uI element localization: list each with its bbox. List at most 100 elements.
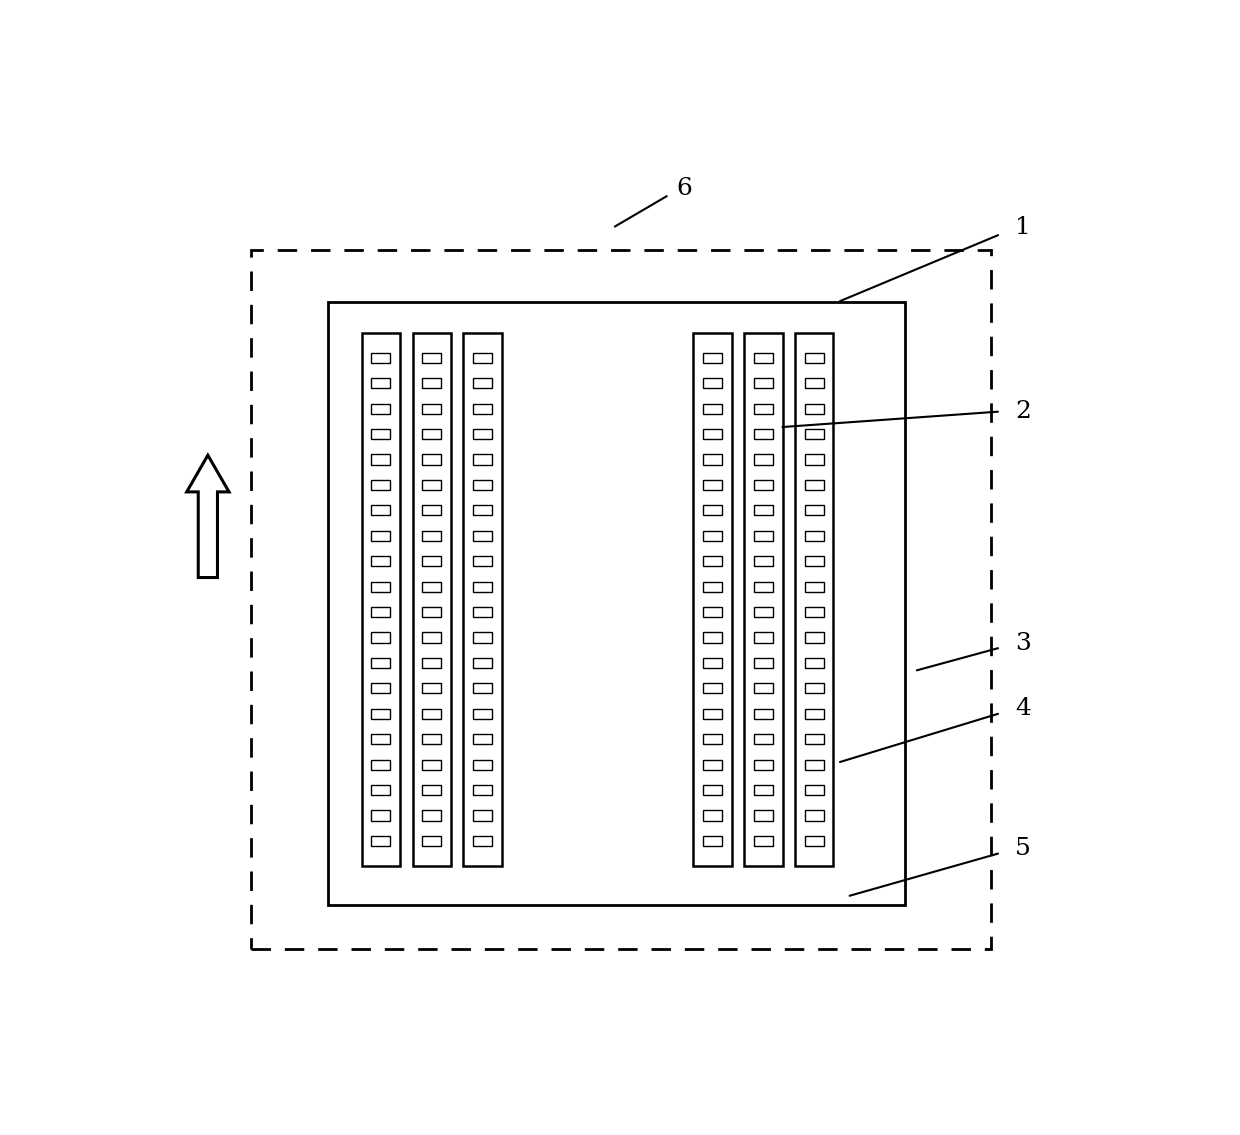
FancyBboxPatch shape (371, 531, 391, 541)
FancyBboxPatch shape (422, 378, 441, 388)
FancyBboxPatch shape (422, 708, 441, 718)
FancyBboxPatch shape (474, 835, 492, 846)
FancyBboxPatch shape (371, 556, 391, 566)
FancyBboxPatch shape (754, 708, 773, 718)
FancyBboxPatch shape (703, 810, 722, 821)
Text: 6: 6 (677, 177, 693, 200)
FancyBboxPatch shape (474, 658, 492, 669)
FancyBboxPatch shape (422, 785, 441, 796)
FancyBboxPatch shape (805, 632, 823, 642)
FancyBboxPatch shape (371, 683, 391, 693)
FancyBboxPatch shape (371, 454, 391, 464)
Bar (327, 302, 905, 906)
FancyBboxPatch shape (371, 759, 391, 770)
FancyBboxPatch shape (703, 759, 722, 770)
FancyBboxPatch shape (371, 708, 391, 718)
FancyBboxPatch shape (754, 581, 773, 591)
Bar (464, 333, 502, 866)
FancyBboxPatch shape (371, 632, 391, 642)
FancyBboxPatch shape (703, 378, 722, 388)
FancyBboxPatch shape (703, 505, 722, 515)
FancyBboxPatch shape (754, 480, 773, 490)
FancyBboxPatch shape (703, 556, 722, 566)
FancyBboxPatch shape (703, 708, 722, 718)
FancyBboxPatch shape (422, 759, 441, 770)
FancyBboxPatch shape (371, 785, 391, 796)
Text: 1: 1 (1016, 217, 1030, 239)
FancyBboxPatch shape (371, 658, 391, 669)
FancyBboxPatch shape (422, 429, 441, 439)
Text: 3: 3 (1016, 631, 1030, 655)
FancyBboxPatch shape (422, 454, 441, 464)
FancyBboxPatch shape (422, 505, 441, 515)
FancyBboxPatch shape (703, 607, 722, 617)
FancyBboxPatch shape (703, 429, 722, 439)
FancyBboxPatch shape (422, 810, 441, 821)
FancyBboxPatch shape (371, 480, 391, 490)
FancyBboxPatch shape (371, 353, 391, 363)
FancyBboxPatch shape (703, 480, 722, 490)
FancyBboxPatch shape (703, 404, 722, 414)
FancyBboxPatch shape (371, 607, 391, 617)
FancyBboxPatch shape (805, 429, 823, 439)
Bar (795, 333, 833, 866)
FancyBboxPatch shape (754, 658, 773, 669)
FancyBboxPatch shape (754, 734, 773, 745)
FancyBboxPatch shape (754, 353, 773, 363)
FancyBboxPatch shape (754, 759, 773, 770)
Bar (693, 333, 732, 866)
FancyBboxPatch shape (754, 404, 773, 414)
FancyBboxPatch shape (805, 480, 823, 490)
FancyBboxPatch shape (371, 429, 391, 439)
FancyBboxPatch shape (805, 353, 823, 363)
FancyBboxPatch shape (474, 353, 492, 363)
FancyBboxPatch shape (474, 581, 492, 591)
Bar (744, 333, 782, 866)
Bar (413, 333, 451, 866)
FancyBboxPatch shape (474, 480, 492, 490)
FancyBboxPatch shape (371, 505, 391, 515)
FancyBboxPatch shape (422, 531, 441, 541)
FancyBboxPatch shape (422, 835, 441, 846)
FancyBboxPatch shape (805, 581, 823, 591)
Text: 2: 2 (1016, 400, 1030, 423)
FancyBboxPatch shape (422, 581, 441, 591)
FancyBboxPatch shape (754, 505, 773, 515)
FancyBboxPatch shape (474, 607, 492, 617)
Bar (250, 250, 991, 949)
FancyBboxPatch shape (805, 531, 823, 541)
FancyBboxPatch shape (703, 683, 722, 693)
FancyBboxPatch shape (422, 556, 441, 566)
FancyBboxPatch shape (754, 810, 773, 821)
FancyBboxPatch shape (805, 454, 823, 464)
FancyBboxPatch shape (474, 378, 492, 388)
FancyBboxPatch shape (371, 581, 391, 591)
FancyBboxPatch shape (371, 835, 391, 846)
FancyBboxPatch shape (371, 404, 391, 414)
FancyBboxPatch shape (371, 378, 391, 388)
FancyBboxPatch shape (422, 607, 441, 617)
FancyBboxPatch shape (474, 683, 492, 693)
FancyBboxPatch shape (474, 505, 492, 515)
FancyBboxPatch shape (805, 708, 823, 718)
FancyBboxPatch shape (754, 835, 773, 846)
FancyBboxPatch shape (805, 505, 823, 515)
FancyBboxPatch shape (422, 683, 441, 693)
FancyBboxPatch shape (474, 810, 492, 821)
Bar (362, 333, 401, 866)
FancyBboxPatch shape (474, 632, 492, 642)
FancyBboxPatch shape (703, 531, 722, 541)
FancyBboxPatch shape (754, 785, 773, 796)
FancyBboxPatch shape (703, 353, 722, 363)
FancyBboxPatch shape (703, 632, 722, 642)
FancyBboxPatch shape (805, 658, 823, 669)
FancyBboxPatch shape (805, 607, 823, 617)
Polygon shape (187, 455, 229, 578)
FancyBboxPatch shape (703, 454, 722, 464)
FancyBboxPatch shape (422, 480, 441, 490)
FancyBboxPatch shape (703, 581, 722, 591)
FancyBboxPatch shape (703, 658, 722, 669)
FancyBboxPatch shape (805, 785, 823, 796)
FancyBboxPatch shape (754, 454, 773, 464)
FancyBboxPatch shape (474, 454, 492, 464)
